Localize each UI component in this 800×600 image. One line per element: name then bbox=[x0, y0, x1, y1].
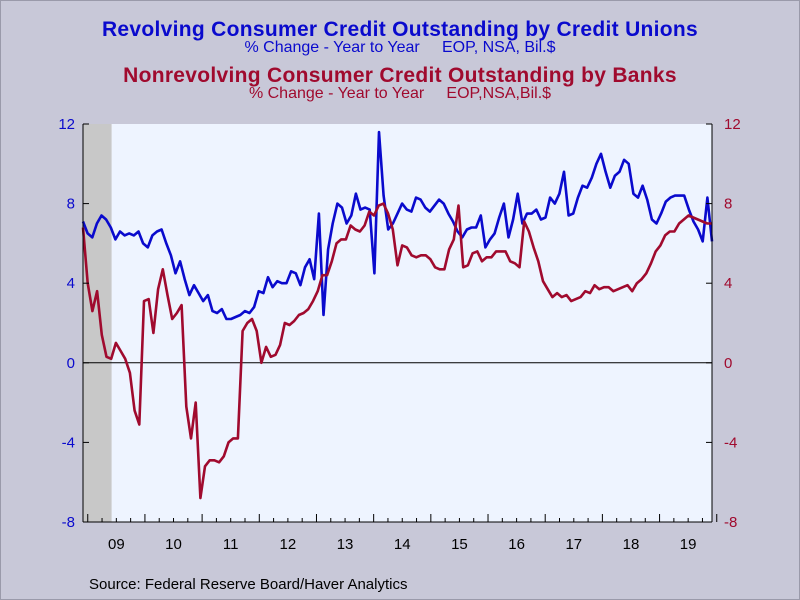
x-tick-label: 18 bbox=[623, 536, 640, 553]
x-tick-label: 09 bbox=[108, 536, 125, 553]
x-tick-label: 15 bbox=[451, 536, 468, 553]
y-tick-label-right: 12 bbox=[724, 116, 741, 133]
recession-shading bbox=[83, 124, 112, 522]
y-tick-label-right: 8 bbox=[724, 196, 732, 213]
x-tick-label: 19 bbox=[680, 536, 697, 553]
chart-title-2: Nonrevolving Consumer Credit Outstanding… bbox=[123, 64, 677, 87]
source-note: Source: Federal Reserve Board/Haver Anal… bbox=[89, 576, 408, 593]
x-tick-label: 14 bbox=[394, 536, 411, 553]
x-tick-label: 11 bbox=[223, 536, 239, 553]
series-line-2 bbox=[81, 202, 712, 500]
series-line-1 bbox=[81, 130, 714, 321]
y-tick-label-right: -4 bbox=[724, 434, 737, 451]
chart-title-1: Revolving Consumer Credit Outstanding by… bbox=[101, 18, 699, 41]
y-tick-label-right: -8 bbox=[724, 514, 737, 531]
y-tick-label-right: 0 bbox=[724, 355, 732, 372]
x-tick-label: 10 bbox=[165, 536, 182, 553]
x-tick-label: 13 bbox=[337, 536, 354, 553]
y-tick-label-left: -4 bbox=[62, 434, 75, 451]
y-tick-label-left: -8 bbox=[62, 514, 75, 531]
axes-group: -8 -8 -4 -4 0 0 4 4 8 8 12 12 09 10 11 12 13 14 15 16 17 18 19 bbox=[58, 116, 740, 553]
y-tick-label-left: 4 bbox=[67, 275, 75, 292]
x-tick-label: 16 bbox=[508, 536, 525, 553]
chart-subtitle-2: % Change - Year to Year EOP,NSA,Bil.$ bbox=[248, 85, 552, 102]
plot-area bbox=[83, 124, 712, 522]
series-group bbox=[81, 130, 714, 500]
y-tick-label-right: 4 bbox=[724, 275, 732, 292]
x-tick-label: 17 bbox=[565, 536, 582, 553]
y-tick-label-left: 12 bbox=[58, 116, 75, 133]
y-tick-label-left: 0 bbox=[67, 355, 75, 372]
chart-subtitle-1: % Change - Year to Year EOP, NSA, Bil.$ bbox=[244, 39, 556, 56]
x-tick-label: 12 bbox=[280, 536, 297, 553]
y-tick-label-left: 8 bbox=[67, 196, 75, 213]
